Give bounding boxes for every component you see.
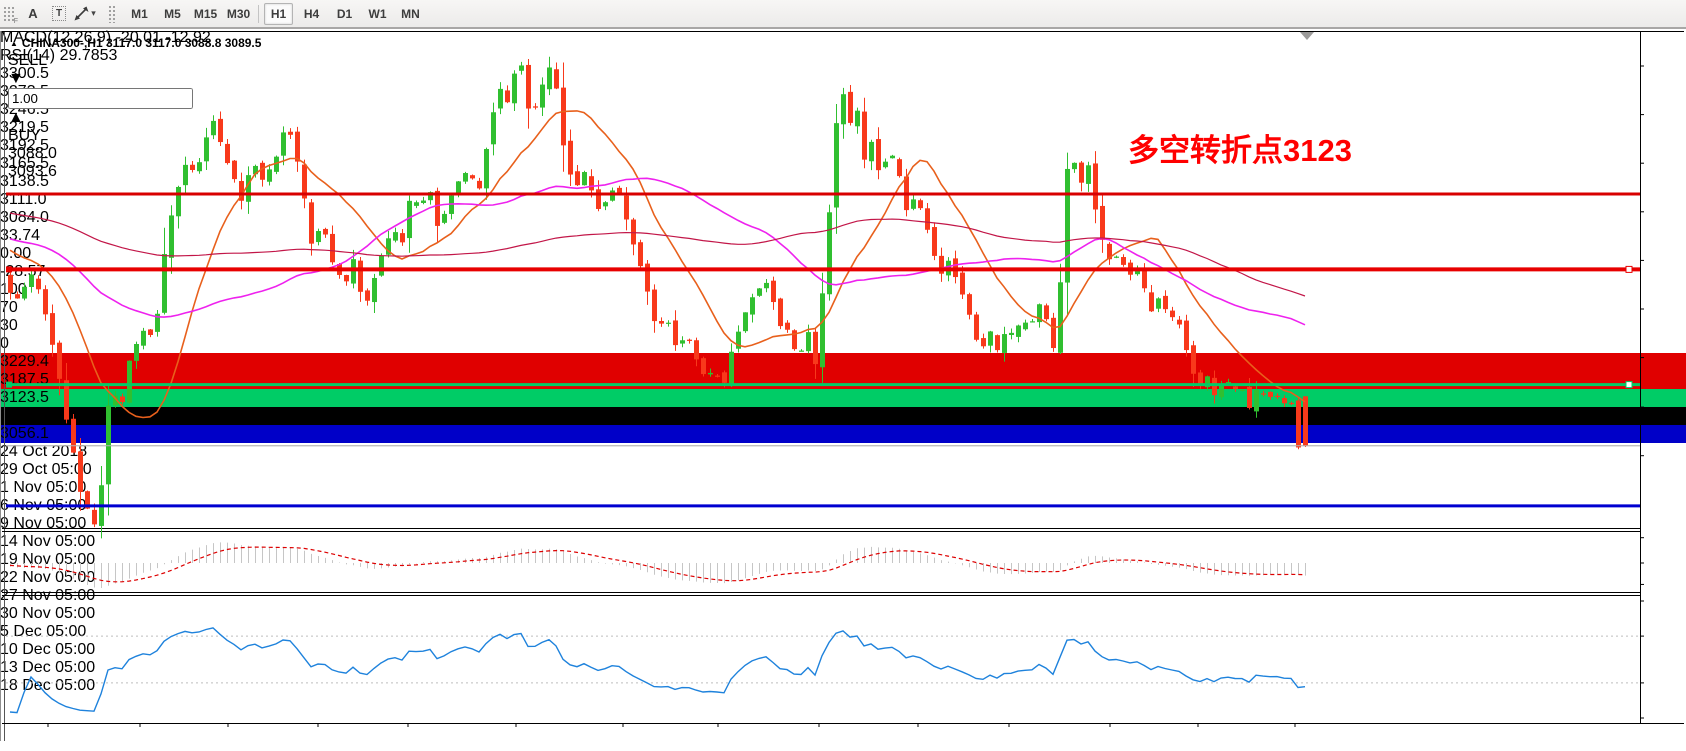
- drag-handle-label: F: [13, 17, 18, 25]
- time-axis[interactable]: 24 Oct 2018 29 Oct 05:00 1 Nov 05:00 6 Nov …: [0, 443, 1686, 695]
- bid-price-main: 3088: [8, 145, 44, 162]
- bid-price-dot: .: [43, 145, 49, 162]
- hline-marker-right[interactable]: [1625, 381, 1633, 389]
- timeframe-button-MN[interactable]: MN: [401, 6, 420, 21]
- toolbar: F A T ▾ M1 M5 M15 M30 H1 H4 D1 W1 MN: [0, 0, 1686, 29]
- text-label-tool-button[interactable]: T: [47, 3, 71, 25]
- ask-price-pip: 6: [48, 163, 57, 180]
- ask-price-main: 3093: [8, 163, 44, 180]
- time-label: 30 Nov 05:00: [0, 605, 96, 622]
- arrow-tool-icon: A: [28, 6, 38, 21]
- chart-canvas[interactable]: [0, 29, 1686, 751]
- bid-price-pip: 0: [48, 145, 57, 162]
- time-label: 14 Nov 05:00: [0, 533, 96, 550]
- toolbar-drag-handle[interactable]: F: [3, 5, 18, 25]
- time-label: 13 Dec 05:00: [0, 659, 96, 676]
- diagonal-arrows-icon: [74, 6, 89, 21]
- candles[interactable]: [8, 56, 1308, 539]
- time-label: 29 Oct 05:00: [0, 461, 92, 478]
- price-tick-label: 3300.5: [0, 65, 49, 82]
- time-label: 19 Nov 05:00: [0, 551, 96, 568]
- macd-tick-label: 33.74: [0, 227, 41, 244]
- time-label: 24 Oct 2018: [0, 443, 88, 460]
- time-label: 22 Nov 05:00: [0, 569, 96, 586]
- collapse-triangle-icon[interactable]: ▲: [10, 39, 18, 48]
- time-label: 18 Dec 05:00: [0, 677, 96, 694]
- cursor-styles-button[interactable]: ▾: [73, 3, 97, 25]
- hline-marker-left[interactable]: [6, 266, 12, 273]
- sell-button[interactable]: SELL: [8, 52, 48, 69]
- volume-increase-button[interactable]: ▲: [8, 109, 24, 126]
- buy-button[interactable]: BUY: [8, 127, 41, 144]
- timeframe-button-H4[interactable]: H4: [303, 6, 320, 21]
- ask-price-dot: .: [43, 163, 49, 180]
- price-tick-label: 3165.5: [0, 155, 49, 172]
- time-label: 9 Nov 05:00: [0, 515, 87, 532]
- price-badge-3089.5: 3089.5: [0, 407, 1686, 425]
- timeframe-group: M1 M5 M15 M30 H1 H4 D1 W1 MN: [123, 2, 427, 25]
- one-click-trade-panel: SELL ▼ ▲ BUY 3088.0 3093.6: [8, 52, 270, 180]
- text-label-icon: T: [51, 6, 67, 21]
- macd-signal-line: [9, 546, 1306, 583]
- price-badge-3229.4: 3229.4: [0, 353, 1686, 371]
- macd-histogram: [10, 542, 1306, 588]
- hline-marker-right[interactable]: [1625, 265, 1633, 273]
- ask-price-tile[interactable]: 3093.6: [8, 163, 270, 181]
- volume-input[interactable]: [8, 88, 193, 109]
- chart-shift-marker[interactable]: [1300, 32, 1314, 40]
- price-tick-label: 3192.5: [0, 137, 49, 154]
- chevron-down-icon: ▾: [91, 8, 96, 18]
- timeframe-button-M15[interactable]: M15: [193, 6, 218, 21]
- price-tick-label: 3219.5: [0, 119, 49, 136]
- rsi-indicator-label: RSI(14) 29.7853: [0, 47, 118, 64]
- ma-fast-line[interactable]: [9, 110, 1306, 419]
- price-badge-3056.1: 3056.1: [0, 425, 1686, 443]
- chart-text-annotation[interactable]: 多空转折点3123: [1128, 133, 1352, 168]
- timeframe-button-H1[interactable]: H1: [264, 2, 293, 25]
- price-tick-label: 3138.5: [0, 173, 49, 190]
- ma-slow-line[interactable]: [9, 212, 1306, 297]
- chart-title: ▲ CHINA300-,H1 3117.0 3117.0 3088.8 3089.…: [10, 36, 261, 50]
- price-axis[interactable]: 3300.53273.53246.53219.53192.53165.53138…: [0, 65, 1686, 443]
- time-label: 1 Nov 05:00: [0, 479, 87, 496]
- arrow-tool-button[interactable]: A: [21, 3, 45, 25]
- timeframe-button-W1[interactable]: W1: [368, 6, 387, 21]
- ma-mid-line[interactable]: [9, 177, 1306, 326]
- time-label: 10 Dec 05:00: [0, 641, 96, 658]
- timeframe-button-D1[interactable]: D1: [336, 6, 353, 21]
- macd-indicator-label: MACD(12,26,9) -20.01 -12.92: [0, 29, 211, 46]
- volume-decrease-button[interactable]: ▼: [8, 70, 24, 87]
- timeframe-separator: [258, 4, 259, 23]
- chart-title-text: CHINA300-,H1 3117.0 3117.0 3088.8 3089.5: [21, 36, 262, 50]
- rsi-line: [9, 627, 1306, 714]
- chart-window[interactable]: ▲ CHINA300-,H1 3117.0 3117.0 3088.8 3089.…: [0, 29, 1686, 751]
- rsi-tick-label: 100: [0, 281, 27, 298]
- timeframe-button-M5[interactable]: M5: [164, 6, 181, 21]
- toolbar-separator-handle[interactable]: [108, 4, 115, 23]
- hline-marker-left[interactable]: [6, 381, 12, 388]
- bid-price-tile[interactable]: 3088.0: [8, 145, 270, 163]
- timeframe-button-M30[interactable]: M30: [226, 6, 251, 21]
- timeframe-button-M1[interactable]: M1: [131, 6, 148, 21]
